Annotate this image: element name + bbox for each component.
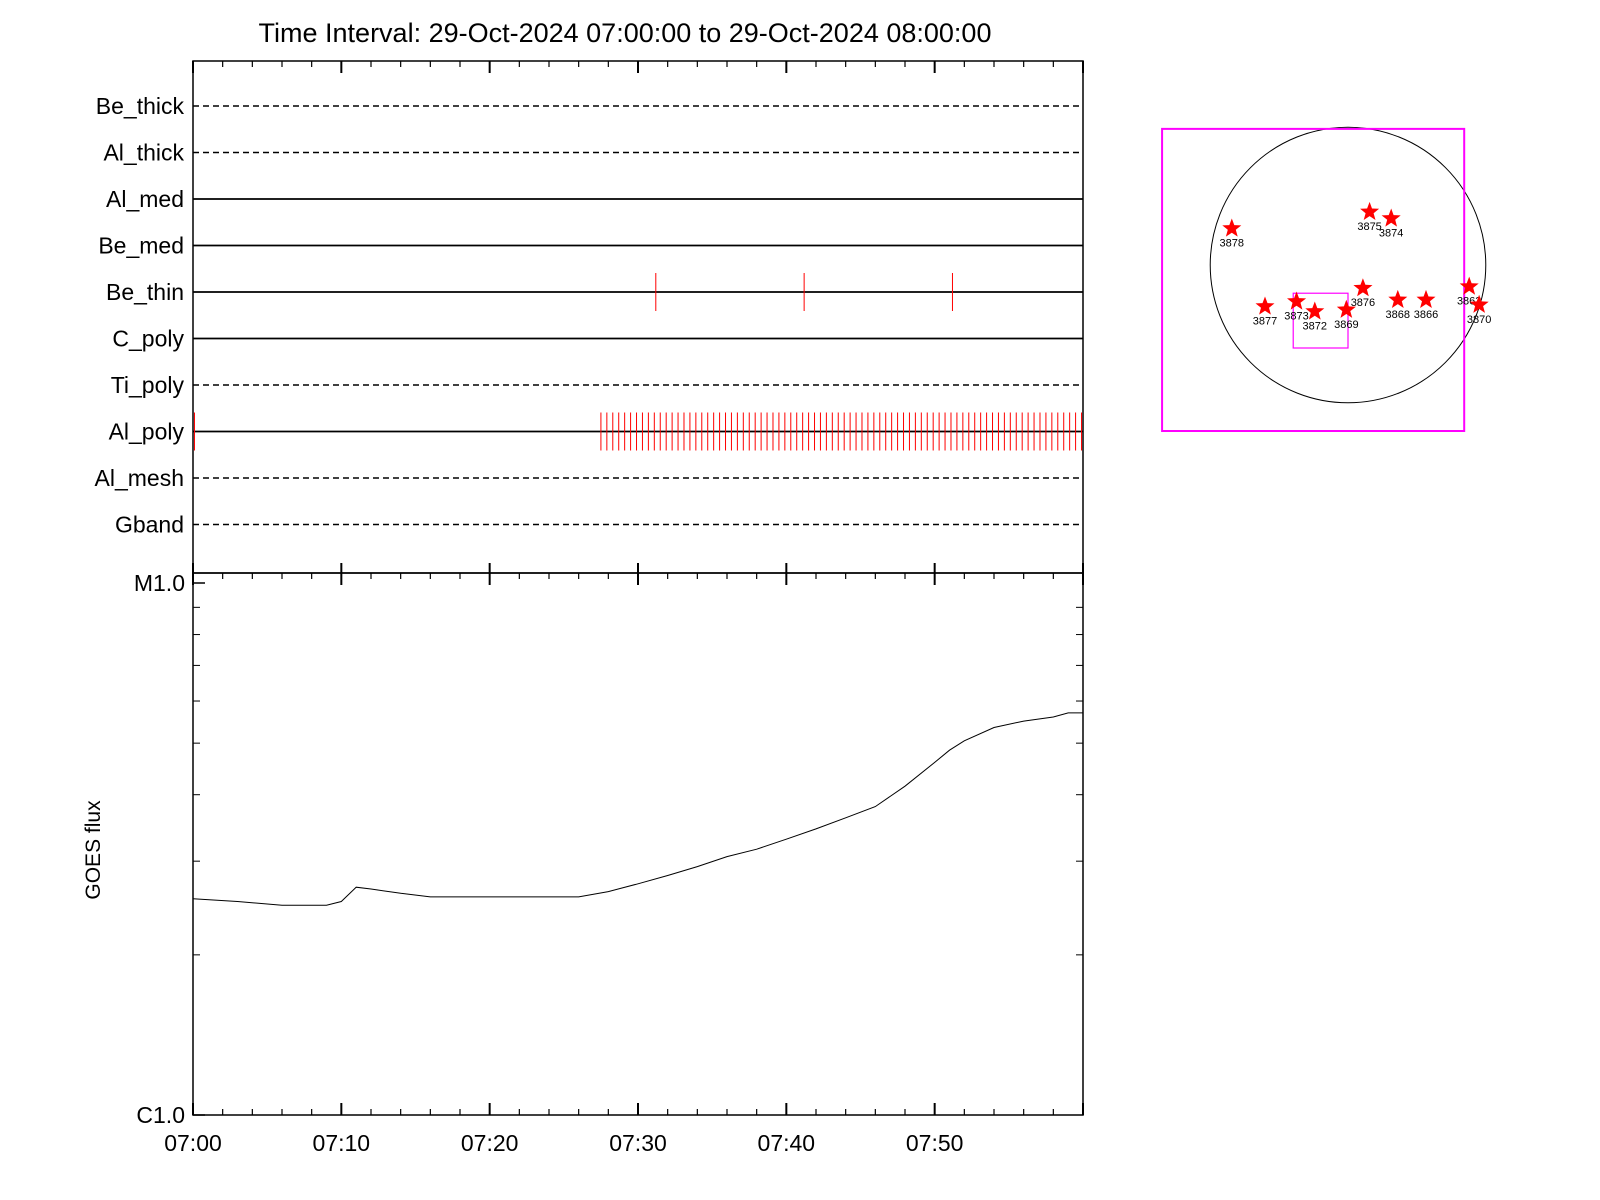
goes-flux-line: [192, 712, 1083, 906]
active-region-label: 3875: [1357, 221, 1381, 233]
channel-label-al-mesh: Al_mesh: [95, 465, 184, 491]
chart-title: Time Interval: 29-Oct-2024 07:00:00 to 2…: [259, 18, 992, 48]
channel-label-be-thick: Be_thick: [96, 93, 185, 119]
active-region-label: 3873: [1284, 311, 1308, 323]
y-tick-label: M1.0: [134, 570, 185, 596]
active-region-label: 3868: [1386, 309, 1410, 321]
channel-label-be-thin: Be_thin: [106, 279, 184, 305]
active-region-label: 3866: [1414, 309, 1438, 321]
channel-timeline-panel: Be_thick Al_thick Al_med Be_med Be_thin C_pol…: [95, 60, 1084, 574]
channel-label-al-thick: Al_thick: [103, 140, 184, 166]
active-region-star: [1222, 218, 1242, 237]
active-region-label: 3876: [1351, 297, 1375, 309]
x-tick-label: 07:40: [758, 1130, 816, 1156]
x-tick-label: 07:10: [313, 1130, 371, 1156]
active-region-label: 3870: [1467, 314, 1491, 326]
channel-label-al-med: Al_med: [106, 186, 184, 212]
active-region-label: 3869: [1334, 319, 1358, 331]
solar-disk: [1209, 126, 1487, 404]
active-region-star: [1469, 294, 1489, 313]
active-region-label: 3874: [1379, 228, 1403, 240]
y-axis-label: GOES flux: [82, 800, 105, 900]
timeline-frame: [192, 60, 1084, 574]
x-tick-label: 07:20: [461, 1130, 519, 1156]
y-tick-label: C1.0: [136, 1102, 185, 1128]
active-region-star: [1388, 289, 1408, 308]
active-region-star: [1459, 276, 1479, 295]
channel-label-al-poly: Al_poly: [109, 419, 185, 445]
channel-label-ti-poly: Ti_poly: [111, 372, 185, 398]
active-region-star: [1305, 301, 1325, 320]
active-region-label: 3878: [1220, 237, 1244, 249]
active-region-label: 3872: [1303, 320, 1327, 332]
active-region-star: [1360, 201, 1380, 220]
active-region-star: [1381, 208, 1401, 227]
channel-label-c-poly: C_poly: [112, 326, 184, 352]
pointing-box: [1292, 292, 1349, 349]
goes-flux-panel: 07:00 07:10 07:20 07:30 07:40 07:50 M1.0 C1.0 GO…: [82, 563, 1084, 1156]
active-region-label: 3877: [1253, 316, 1277, 328]
x-tick-label: 07:00: [164, 1130, 222, 1156]
active-region-star: [1353, 278, 1373, 297]
active-region-star: [1255, 296, 1275, 315]
active-region-star: [1336, 299, 1356, 318]
goes-frame: [192, 572, 1084, 1116]
channel-label-be-med: Be_med: [98, 233, 184, 259]
active-region-star: [1287, 291, 1307, 310]
x-tick-label: 07:50: [906, 1130, 964, 1156]
x-tick-label: 07:30: [609, 1130, 667, 1156]
active-region-star: [1416, 289, 1436, 308]
field-of-view-box: [1161, 127, 1466, 432]
channel-label-gband: Gband: [115, 512, 184, 538]
